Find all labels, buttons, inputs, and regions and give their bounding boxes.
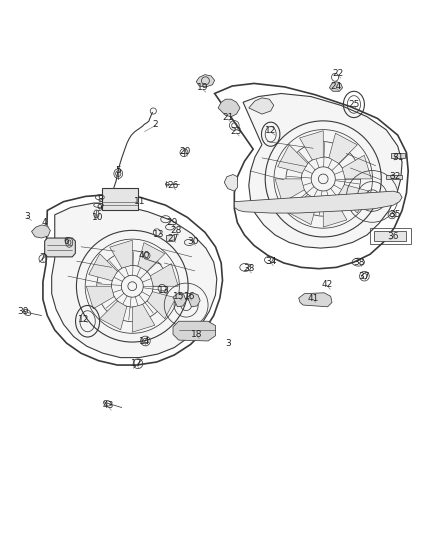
- Text: 26: 26: [167, 181, 179, 190]
- Text: 31: 31: [392, 152, 403, 161]
- Text: 10: 10: [92, 213, 103, 222]
- Text: 28: 28: [170, 226, 182, 235]
- Text: 40: 40: [139, 251, 150, 260]
- Text: 6: 6: [64, 237, 70, 246]
- Polygon shape: [249, 98, 274, 114]
- Polygon shape: [243, 93, 402, 248]
- Polygon shape: [151, 264, 178, 286]
- Polygon shape: [329, 82, 343, 91]
- Polygon shape: [299, 293, 332, 307]
- Polygon shape: [234, 191, 402, 213]
- Text: 12: 12: [265, 126, 276, 135]
- Polygon shape: [329, 133, 357, 164]
- Polygon shape: [43, 194, 223, 365]
- Text: 3: 3: [225, 338, 231, 348]
- Text: 27: 27: [167, 233, 179, 243]
- Polygon shape: [278, 145, 308, 173]
- Polygon shape: [100, 301, 127, 330]
- Polygon shape: [215, 84, 408, 269]
- Bar: [391, 154, 405, 158]
- Text: 18: 18: [191, 330, 203, 339]
- Text: 9: 9: [96, 204, 102, 213]
- Text: 4: 4: [42, 218, 47, 227]
- Polygon shape: [323, 198, 347, 227]
- Text: 39: 39: [17, 306, 28, 316]
- Text: 43: 43: [103, 401, 114, 410]
- Bar: [102, 188, 138, 211]
- Polygon shape: [224, 174, 237, 191]
- Polygon shape: [342, 155, 371, 179]
- Text: 25: 25: [348, 100, 360, 109]
- Text: 37: 37: [358, 272, 369, 281]
- Text: 32: 32: [389, 172, 401, 181]
- Polygon shape: [300, 131, 323, 160]
- Text: 35: 35: [389, 211, 401, 219]
- Polygon shape: [45, 238, 75, 257]
- Polygon shape: [187, 293, 200, 307]
- Text: 30: 30: [187, 237, 198, 246]
- Text: 12: 12: [78, 314, 90, 324]
- Bar: [166, 235, 174, 241]
- Text: 13: 13: [158, 286, 170, 295]
- Polygon shape: [86, 286, 114, 309]
- Text: 21: 21: [222, 113, 233, 122]
- Polygon shape: [138, 243, 165, 271]
- Polygon shape: [147, 292, 176, 319]
- Text: 3: 3: [24, 212, 30, 221]
- Polygon shape: [289, 195, 318, 224]
- Text: 11: 11: [134, 197, 145, 206]
- Text: 15: 15: [173, 292, 184, 301]
- Text: 8: 8: [98, 196, 104, 205]
- Polygon shape: [196, 75, 215, 87]
- Polygon shape: [218, 99, 240, 117]
- Text: 14: 14: [139, 337, 150, 346]
- Bar: [386, 174, 402, 179]
- Text: 29: 29: [166, 218, 178, 227]
- Polygon shape: [89, 254, 117, 281]
- Polygon shape: [132, 304, 155, 332]
- Text: 23: 23: [231, 127, 242, 136]
- Text: 2: 2: [153, 119, 158, 128]
- Text: 41: 41: [307, 294, 319, 303]
- Text: 5: 5: [115, 166, 121, 175]
- Text: 20: 20: [179, 147, 191, 156]
- Text: 38: 38: [353, 257, 365, 266]
- Polygon shape: [52, 203, 217, 358]
- Text: 17: 17: [131, 359, 142, 368]
- Text: 33: 33: [243, 264, 254, 273]
- Polygon shape: [173, 293, 186, 307]
- Text: 36: 36: [388, 232, 399, 241]
- Polygon shape: [110, 240, 132, 268]
- Text: 16: 16: [184, 292, 195, 301]
- Text: 42: 42: [322, 280, 333, 289]
- Polygon shape: [32, 225, 50, 238]
- Text: 13: 13: [153, 230, 164, 239]
- Polygon shape: [339, 184, 369, 213]
- Text: 34: 34: [265, 257, 276, 266]
- Polygon shape: [173, 321, 215, 341]
- Polygon shape: [275, 179, 304, 203]
- Polygon shape: [374, 231, 406, 241]
- Text: 19: 19: [197, 83, 208, 92]
- Text: 24: 24: [331, 83, 342, 92]
- Text: 7: 7: [39, 253, 45, 262]
- Text: 22: 22: [332, 69, 344, 78]
